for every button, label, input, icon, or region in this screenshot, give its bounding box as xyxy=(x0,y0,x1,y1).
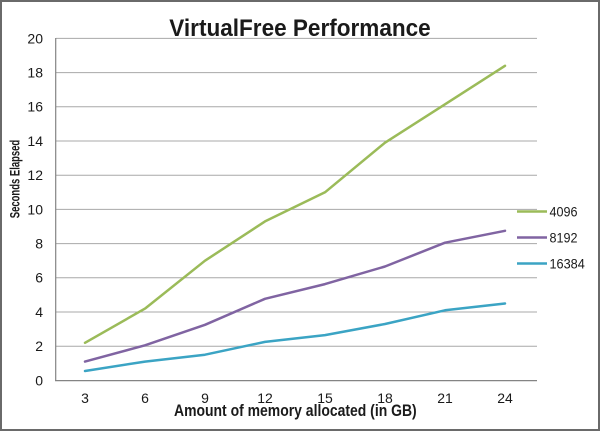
svg-text:18: 18 xyxy=(377,390,393,406)
svg-text:Amount of memory allocated (in: Amount of memory allocated (in GB) xyxy=(174,401,417,420)
svg-text:6: 6 xyxy=(35,270,43,286)
svg-text:3: 3 xyxy=(81,390,89,406)
svg-text:16384: 16384 xyxy=(550,256,585,272)
svg-text:2: 2 xyxy=(35,338,43,354)
svg-text:15: 15 xyxy=(317,390,333,406)
svg-text:VirtualFree Performance: VirtualFree Performance xyxy=(169,15,430,42)
svg-text:9: 9 xyxy=(201,390,209,406)
svg-text:0: 0 xyxy=(35,372,43,388)
svg-text:14: 14 xyxy=(27,133,43,149)
svg-text:18: 18 xyxy=(27,65,43,81)
svg-text:20: 20 xyxy=(27,30,43,46)
svg-text:4: 4 xyxy=(35,304,43,320)
svg-text:8192: 8192 xyxy=(550,230,578,246)
svg-text:6: 6 xyxy=(141,390,149,406)
svg-text:24: 24 xyxy=(497,390,513,406)
svg-text:21: 21 xyxy=(437,390,453,406)
svg-text:12: 12 xyxy=(27,167,43,183)
svg-text:10: 10 xyxy=(27,201,43,217)
svg-text:12: 12 xyxy=(257,390,273,406)
svg-text:4096: 4096 xyxy=(550,204,578,220)
svg-text:8: 8 xyxy=(35,236,43,252)
svg-text:Seconds Elapsed: Seconds Elapsed xyxy=(6,140,22,218)
svg-text:16: 16 xyxy=(27,99,43,115)
